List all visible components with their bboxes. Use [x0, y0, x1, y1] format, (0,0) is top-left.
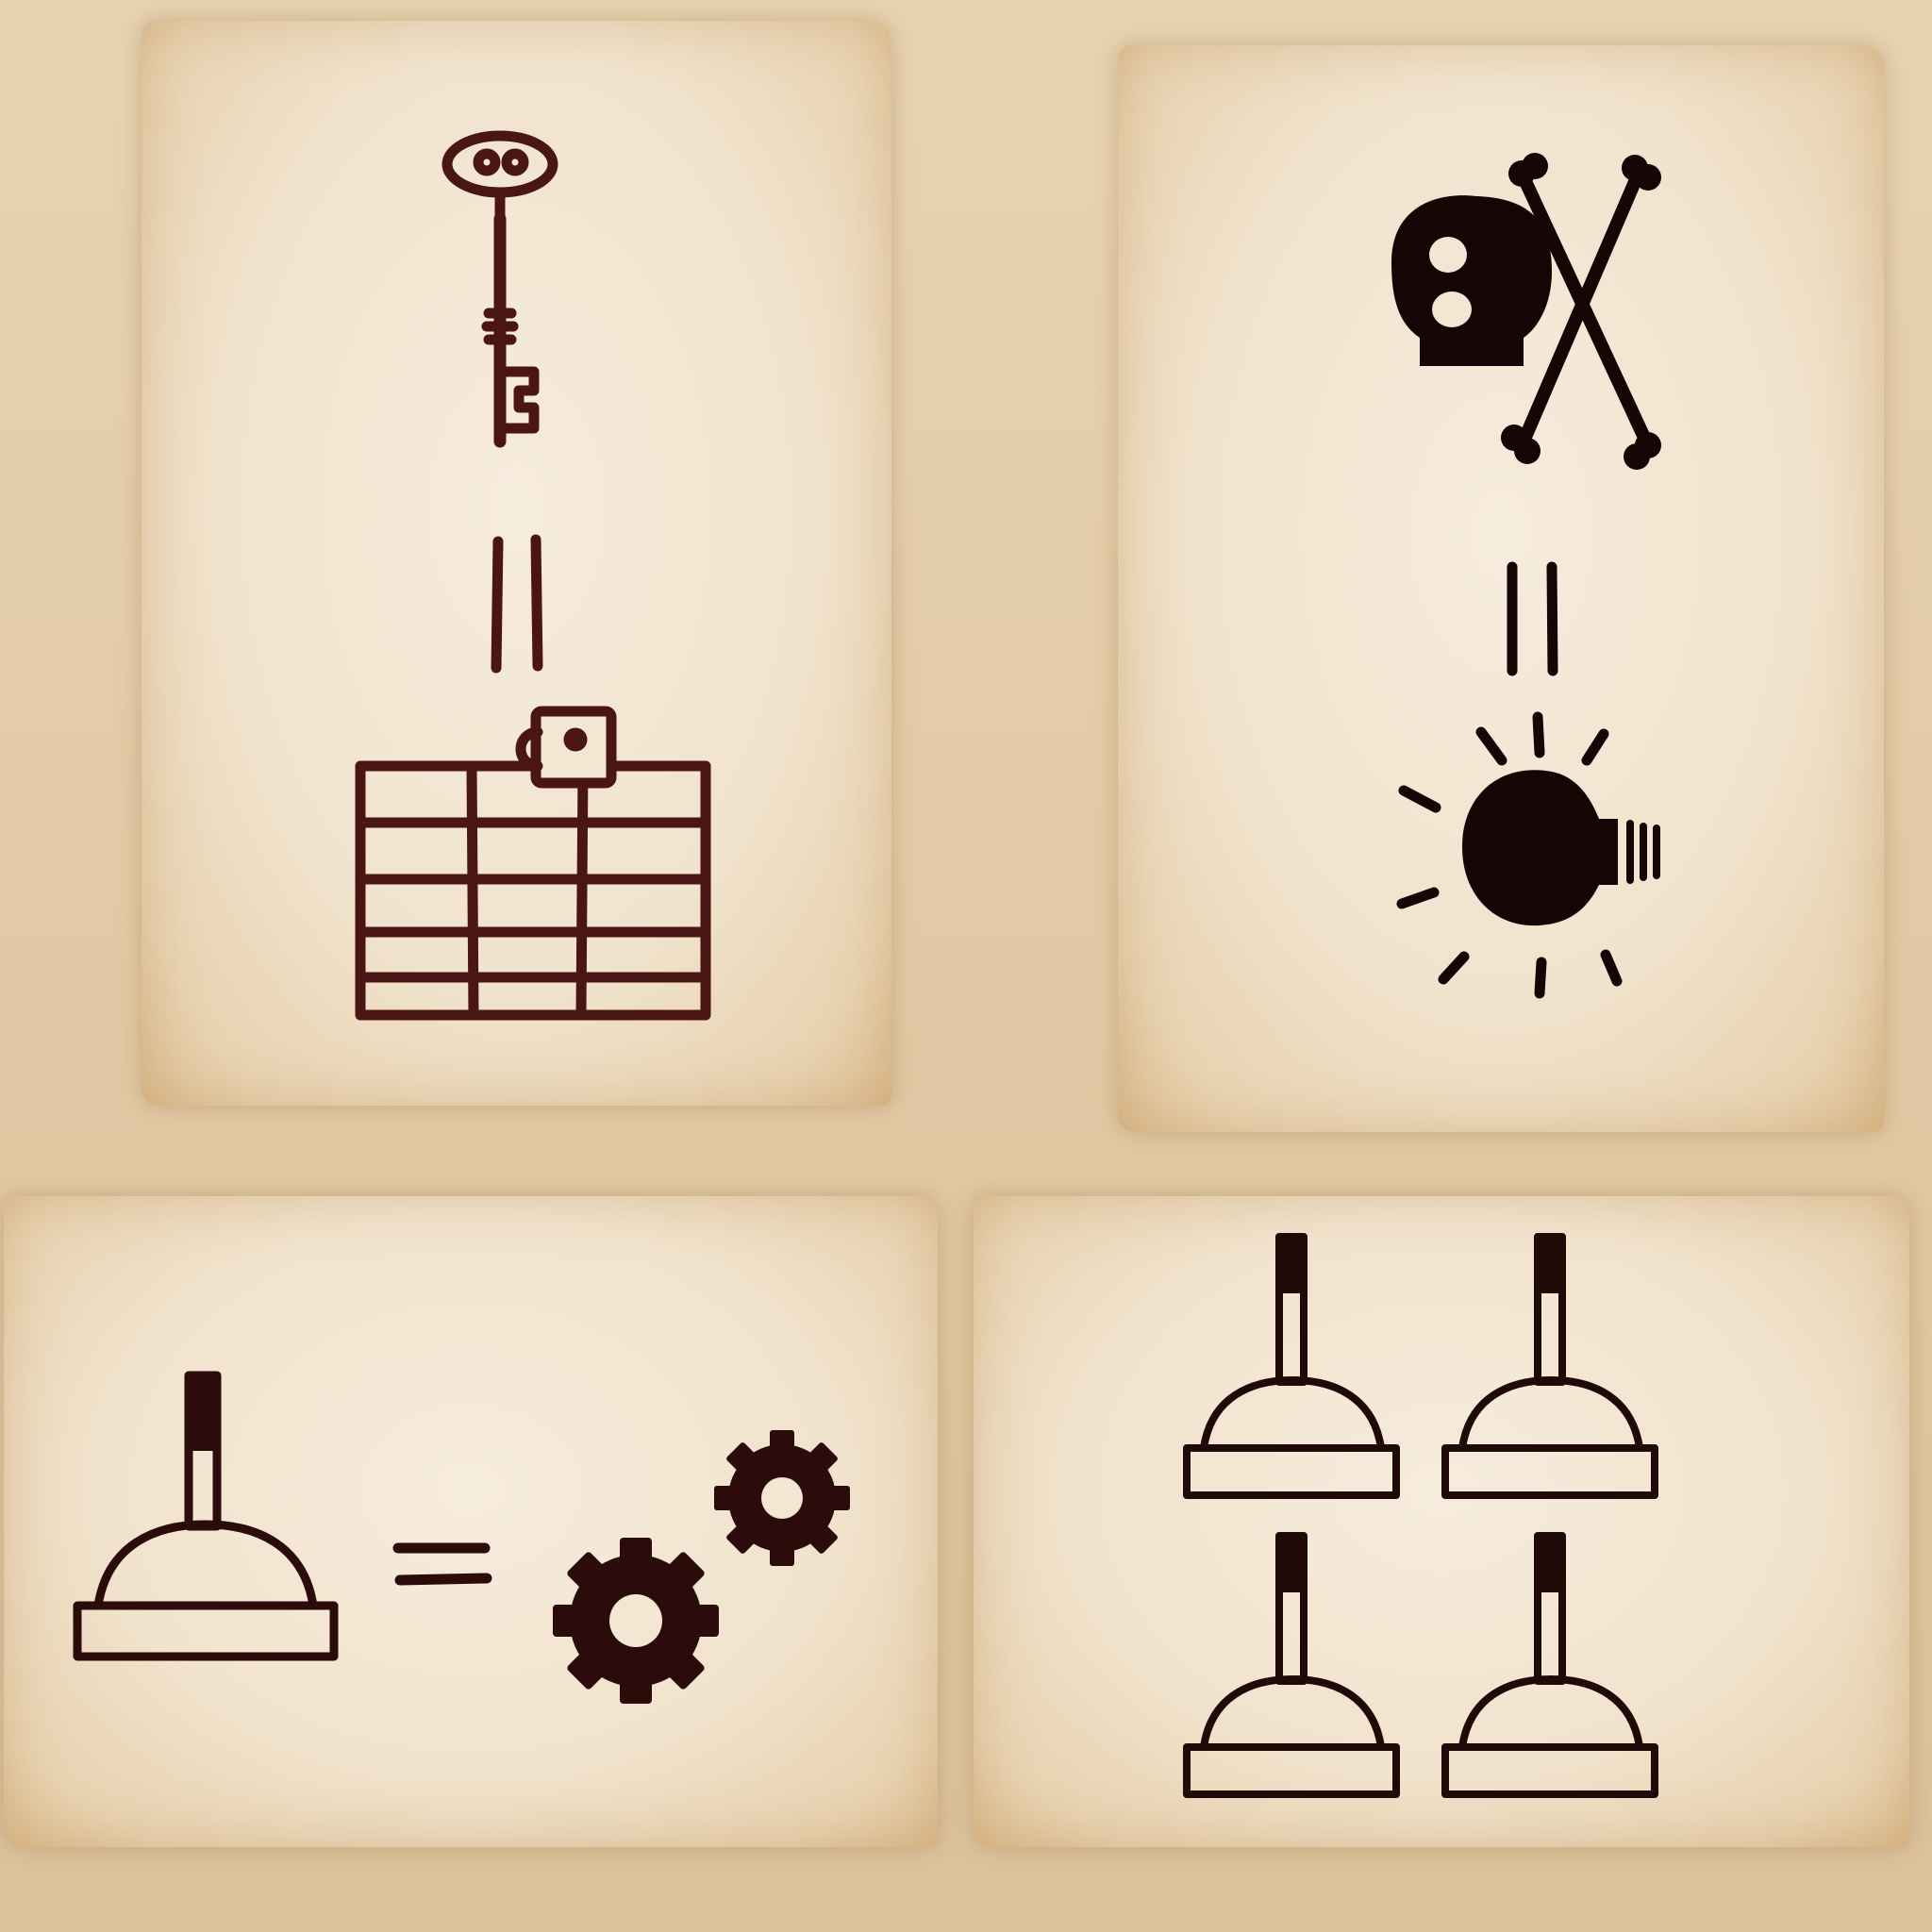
key-icon: [441, 130, 558, 448]
equals-sign: [491, 534, 543, 674]
equals-sign: [1507, 561, 1558, 676]
lever-icon: [1441, 1532, 1658, 1798]
clue-sheet-lever: [4, 1196, 938, 1847]
clue-sheet-skull: [1118, 45, 1884, 1132]
gears-icon: [553, 1430, 850, 1704]
lever-icon: [73, 1371, 339, 1661]
skull-crossbones-icon: [1391, 153, 1661, 470]
lightbulb-icon: [1396, 711, 1660, 999]
lever-icon: [1441, 1233, 1658, 1499]
lever-icon: [1183, 1233, 1400, 1499]
clue-sheet-key: [142, 21, 891, 1106]
equals-sign: [392, 1542, 492, 1586]
clue-sheet-four-levers: [974, 1196, 1909, 1847]
locked-grid-icon: [355, 706, 711, 1021]
lever-icon: [1183, 1532, 1400, 1798]
